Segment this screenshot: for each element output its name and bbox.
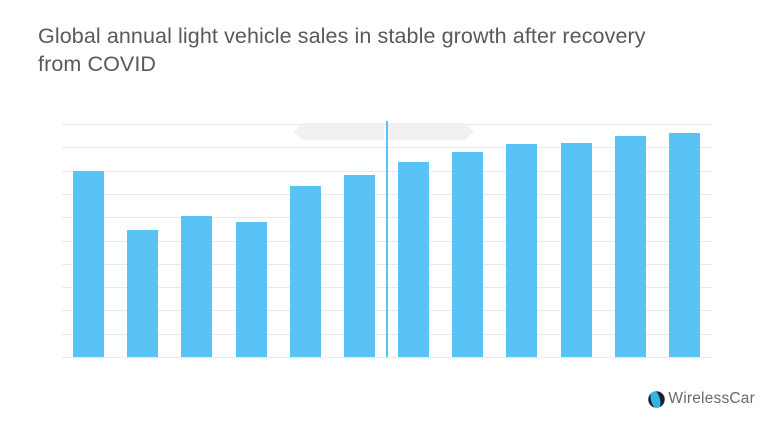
bar	[127, 230, 159, 357]
bar	[506, 143, 538, 357]
bar	[181, 216, 213, 357]
bar	[668, 133, 700, 357]
bar	[235, 221, 267, 357]
bar	[398, 162, 430, 357]
wirelesscar-logo: WirelessCar	[648, 389, 755, 409]
right-arrow-ribbon	[388, 123, 474, 140]
bar	[343, 175, 375, 357]
bar-chart	[62, 121, 712, 358]
forecast-divider-line	[385, 121, 388, 357]
wirelesscar-logo-icon	[648, 390, 666, 408]
bar	[73, 170, 104, 357]
bar	[560, 142, 592, 357]
gridline	[62, 357, 712, 358]
bar	[614, 135, 646, 357]
left-arrow-ribbon	[293, 123, 384, 140]
slide-title: Global annual light vehicle sales in sta…	[38, 24, 646, 76]
wirelesscar-logo-text: WirelessCar	[668, 390, 755, 407]
bar	[452, 151, 484, 357]
bar	[289, 185, 321, 357]
